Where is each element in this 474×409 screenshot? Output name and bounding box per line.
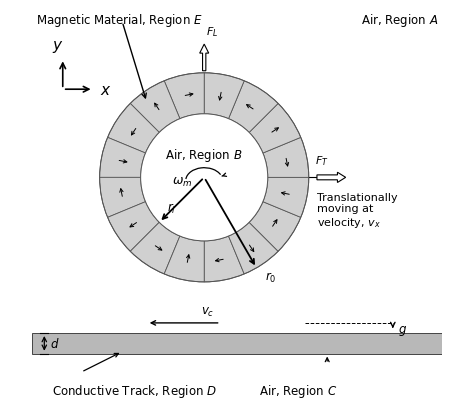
Text: $y$: $y$ — [52, 39, 64, 55]
Text: Translationally
moving at
velocity, $v_x$: Translationally moving at velocity, $v_x… — [317, 192, 398, 230]
Text: $g$: $g$ — [398, 323, 407, 337]
Wedge shape — [100, 138, 146, 178]
Circle shape — [141, 115, 268, 241]
Wedge shape — [130, 81, 180, 133]
Text: $F_L$: $F_L$ — [206, 25, 219, 39]
Text: $F_T$: $F_T$ — [315, 154, 328, 168]
FancyArrow shape — [317, 173, 346, 183]
Wedge shape — [100, 178, 146, 218]
Text: $d$: $d$ — [50, 337, 60, 351]
Wedge shape — [164, 236, 204, 282]
Text: $v_c$: $v_c$ — [201, 305, 214, 318]
Wedge shape — [263, 178, 309, 218]
Text: Magnetic Material, Region $E$: Magnetic Material, Region $E$ — [36, 12, 203, 29]
Text: $\omega_m$: $\omega_m$ — [173, 176, 193, 189]
Wedge shape — [263, 138, 309, 178]
Text: Air, Region $A$: Air, Region $A$ — [361, 12, 438, 29]
Wedge shape — [108, 202, 159, 252]
Wedge shape — [130, 223, 180, 274]
Text: Conductive Track, Region $D$: Conductive Track, Region $D$ — [52, 382, 217, 399]
Wedge shape — [108, 104, 159, 154]
Wedge shape — [228, 81, 278, 133]
Text: $r_0$: $r_0$ — [264, 270, 276, 284]
Bar — [32, 333, 442, 354]
Wedge shape — [228, 223, 278, 274]
Wedge shape — [249, 202, 301, 252]
Text: $x$: $x$ — [100, 83, 111, 97]
Text: $r_i$: $r_i$ — [167, 201, 176, 216]
Wedge shape — [249, 104, 301, 154]
Text: Air, Region $C$: Air, Region $C$ — [259, 382, 337, 399]
Text: Air, Region $B$: Air, Region $B$ — [165, 147, 243, 164]
Wedge shape — [204, 74, 244, 119]
Wedge shape — [164, 74, 204, 119]
FancyArrow shape — [200, 45, 209, 72]
Wedge shape — [204, 236, 244, 282]
